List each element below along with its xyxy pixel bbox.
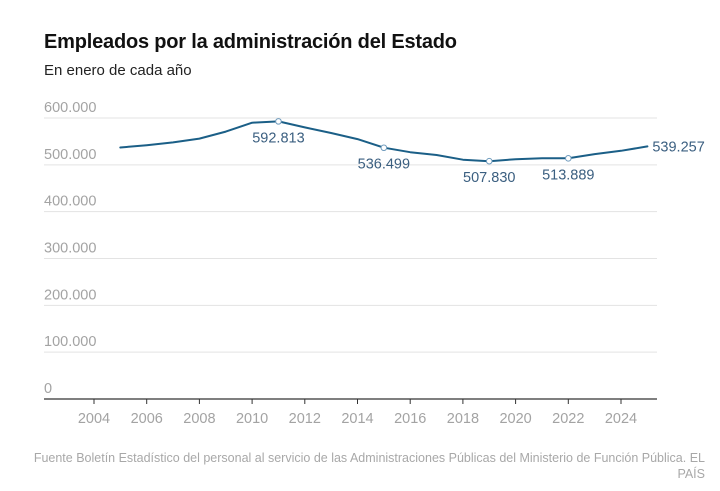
x-tick-label: 2010: [236, 411, 268, 427]
gridlines: [44, 117, 657, 353]
chart-subtitle: En enero de cada año: [44, 62, 192, 79]
data-label: 513.889: [542, 167, 594, 183]
data-label: 539.257: [652, 139, 704, 155]
y-tick-label: 500.000: [44, 147, 96, 163]
data-point-marker: [380, 144, 388, 152]
x-tick-label: 2024: [605, 411, 637, 427]
y-tick-label: 100.000: [44, 334, 96, 350]
x-tick-label: 2020: [499, 411, 531, 427]
y-tick-label: 400.000: [44, 194, 96, 210]
x-tick-label: 2018: [447, 411, 479, 427]
x-tick-label: 2006: [131, 411, 163, 427]
data-label: 536.499: [358, 157, 410, 173]
y-axis-labels: 0 100.000 200.000 300.000 400.000 500.000 600.…: [44, 100, 96, 397]
x-tick-label: 2008: [183, 411, 215, 427]
data-labels: 592.813 536.499 507.830 513.889 539.257: [252, 118, 705, 186]
data-point-marker: [565, 155, 572, 162]
data-point-marker: [485, 157, 493, 165]
x-axis: 2004 2006 2008 2010 2012 2014 2016 2018 2020 2022…: [44, 398, 657, 427]
data-label: 507.830: [463, 170, 515, 186]
x-tick-label: 2022: [552, 411, 584, 427]
x-tick-label: 2004: [78, 411, 110, 427]
source-footer: Fuente Boletín Estadístico del personal …: [33, 451, 705, 481]
y-tick-label: 200.000: [44, 287, 96, 303]
x-tick-label: 2012: [289, 411, 321, 427]
line-chart: 0 100.000 200.000 300.000 400.000 500.000 600.…: [44, 100, 705, 427]
y-tick-label: 300.000: [44, 241, 96, 257]
x-tick-label: 2016: [394, 411, 426, 427]
x-tick-label: 2014: [341, 411, 373, 427]
data-point-marker: [275, 118, 282, 125]
chart-title: Empleados por la administración del Esta…: [44, 31, 457, 53]
y-tick-label: 600.000: [44, 100, 96, 116]
y-tick-label: 0: [44, 381, 52, 397]
data-label: 592.813: [252, 130, 304, 146]
